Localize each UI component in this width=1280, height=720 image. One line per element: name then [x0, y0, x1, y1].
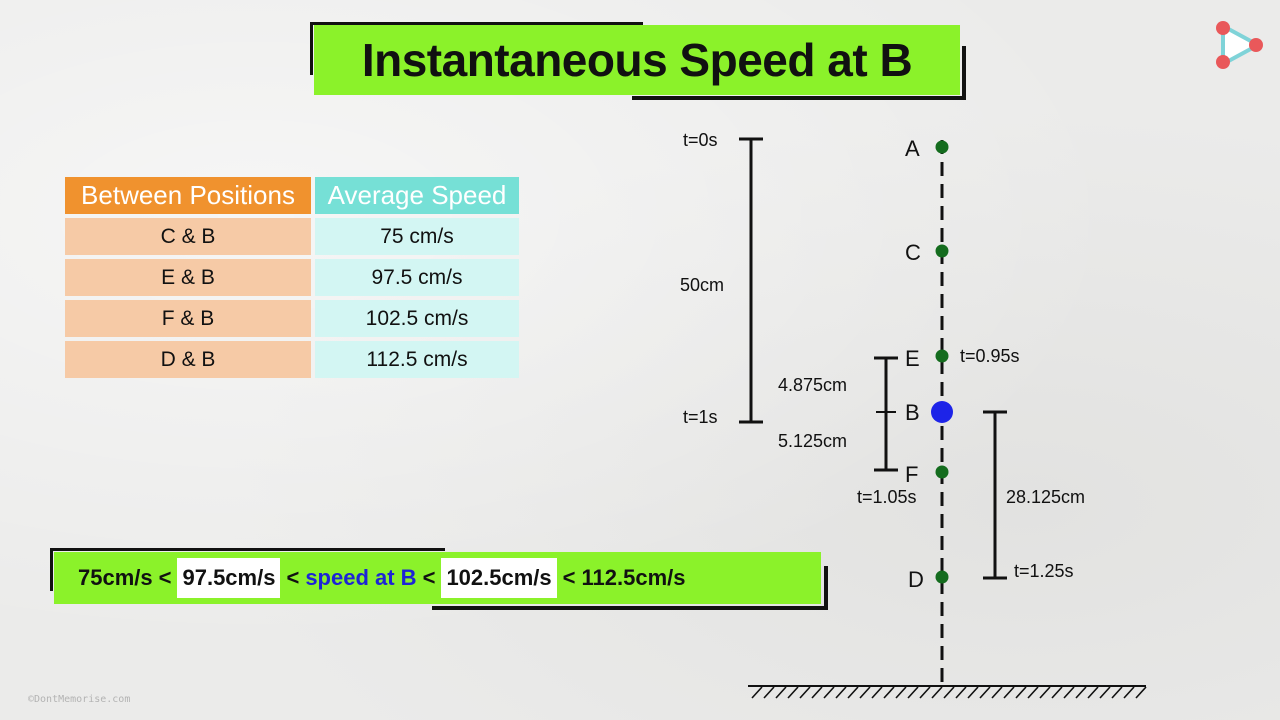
table-row: D & B 112.5 cm/s — [65, 341, 519, 378]
average-speed-table: Between Positions Average Speed C & B 75… — [65, 177, 519, 382]
positions-cell: F & B — [65, 300, 311, 337]
ab-dimension — [739, 137, 763, 424]
speed-cell: 102.5 cm/s — [315, 300, 519, 337]
inequality-value-1: 75cm/s — [78, 565, 153, 590]
table-header: Between Positions Average Speed — [65, 177, 519, 214]
ab-distance-label: 50cm — [680, 275, 724, 295]
speed-inequality-banner: 75cm/s < 97.5cm/s < speed at B < 102.5cm… — [50, 548, 828, 610]
page-title: Instantaneous Speed at B — [314, 25, 960, 95]
header-positions: Between Positions — [65, 177, 311, 214]
point-d-label: D — [908, 567, 924, 592]
speed-cell: 75 cm/s — [315, 218, 519, 255]
point-c-label: C — [905, 240, 921, 265]
less-than-sign: < — [422, 565, 436, 590]
table-row: F & B 102.5 cm/s — [65, 300, 519, 337]
point-f — [935, 465, 949, 479]
point-f-label: F — [905, 462, 918, 487]
te-label: t=0.95s — [960, 346, 1020, 366]
speed-at-b-label: speed at B — [305, 565, 417, 590]
speed-cell: 112.5 cm/s — [315, 341, 519, 378]
positions-cell: D & B — [65, 341, 311, 378]
inequality-value-2: 97.5cm/s — [177, 558, 281, 598]
play-logo-icon — [1216, 21, 1263, 69]
title-banner: Instantaneous Speed at B — [310, 22, 966, 100]
bf-distance-label: 5.125cm — [778, 431, 847, 451]
inequality-value-4: 112.5cm/s — [581, 565, 686, 590]
inequality-value-3: 102.5cm/s — [441, 558, 557, 598]
point-b — [931, 401, 953, 423]
positions-cell: C & B — [65, 218, 311, 255]
table-row: E & B 97.5 cm/s — [65, 259, 519, 296]
less-than-sign: < — [286, 565, 300, 590]
tf-label: t=1.05s — [857, 487, 917, 507]
header-average-speed: Average Speed — [315, 177, 519, 214]
table-row: C & B 75 cm/s — [65, 218, 519, 255]
speed-cell: 97.5 cm/s — [315, 259, 519, 296]
point-d — [935, 570, 949, 584]
bd-dimension — [983, 410, 1007, 580]
point-b-label: B — [905, 400, 920, 425]
eb-distance-label: 4.875cm — [778, 375, 847, 395]
t1-label: t=1s — [683, 407, 718, 427]
point-a — [935, 140, 949, 154]
less-than-sign: < — [158, 565, 172, 590]
speed-inequality: 75cm/s < 97.5cm/s < speed at B < 102.5cm… — [54, 552, 821, 604]
t0-label: t=0s — [683, 130, 718, 150]
td-label: t=1.25s — [1014, 561, 1074, 581]
point-e-label: E — [905, 346, 920, 371]
point-e — [935, 349, 949, 363]
ef-dimension — [874, 356, 898, 472]
bd-distance-label: 28.125cm — [1006, 487, 1085, 507]
less-than-sign: < — [562, 565, 576, 590]
watermark: ©DontMemorise.com — [28, 694, 131, 705]
positions-cell: E & B — [65, 259, 311, 296]
point-a-label: A — [905, 136, 920, 161]
point-c — [935, 244, 949, 258]
ground — [748, 685, 1147, 699]
